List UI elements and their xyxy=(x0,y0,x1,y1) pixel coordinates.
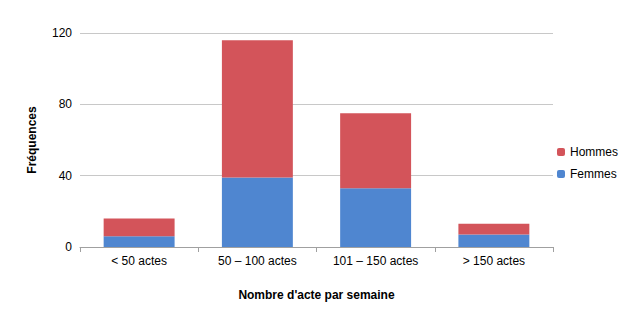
svg-text:Femmes: Femmes xyxy=(570,167,617,181)
svg-text:40: 40 xyxy=(59,169,73,183)
svg-text:Nombre d'acte par semaine: Nombre d'acte par semaine xyxy=(238,288,395,302)
svg-text:50 – 100 actes: 50 – 100 actes xyxy=(218,254,297,268)
svg-text:80: 80 xyxy=(59,97,73,111)
svg-text:101 – 150 actes: 101 – 150 actes xyxy=(333,254,418,268)
svg-text:Fréquences: Fréquences xyxy=(25,106,39,174)
svg-text:120: 120 xyxy=(52,26,72,40)
svg-text:< 50 actes: < 50 actes xyxy=(111,254,167,268)
svg-text:0: 0 xyxy=(65,240,72,254)
svg-text:> 150 actes: > 150 actes xyxy=(463,254,525,268)
svg-text:Hommes: Hommes xyxy=(570,145,618,159)
